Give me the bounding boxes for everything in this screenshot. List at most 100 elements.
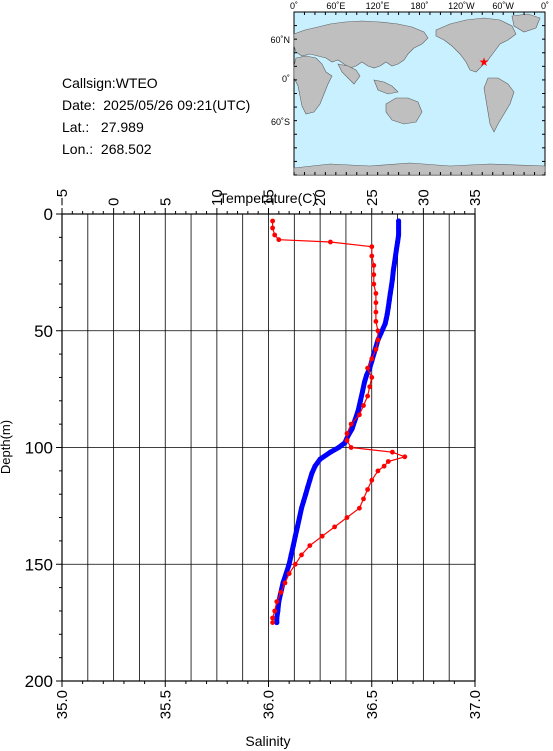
temperature-data-point <box>382 321 388 327</box>
salinity-data-point <box>361 496 366 502</box>
temperature-data-point <box>288 552 294 558</box>
salinity-data-point <box>373 309 379 315</box>
salinity-data-point <box>373 291 379 296</box>
depth-tick-label: 150 <box>25 555 53 574</box>
salinity-data-point <box>299 552 304 558</box>
plot-frame <box>61 213 476 682</box>
se-asia-islands <box>373 79 399 95</box>
callsign-value: WTEO <box>115 75 158 91</box>
ship-position-marker: ★ <box>479 55 490 69</box>
depth-tick-label: 0 <box>44 205 53 224</box>
salinity-data-point <box>348 421 354 427</box>
salinity-data-point <box>371 281 377 287</box>
salinity-data-point <box>270 615 275 621</box>
map-landmasses <box>293 13 546 176</box>
lat-label: Lat.: <box>62 119 90 135</box>
lon-label: Lon.: <box>62 141 94 157</box>
salinity-data-point <box>373 300 379 306</box>
salinity-data-point <box>344 438 350 443</box>
salinity-data-point <box>272 608 278 614</box>
depth-tick-label: 200 <box>25 672 53 691</box>
salinity-data-point <box>402 454 408 460</box>
chart-grid <box>61 213 476 682</box>
salinity-tick-label: 35.5 <box>157 690 174 719</box>
map-frame-ticks <box>293 11 546 176</box>
temperature-data-point <box>336 445 342 450</box>
temperature-data-point <box>396 232 402 238</box>
world-map: 0˚ 60˚E 120˚E 180˚ 120˚W 60˚W 0˚ 60˚N 0˚ 60˚S ★ <box>270 1 549 176</box>
map-top-tick-label: 0˚ <box>290 1 298 11</box>
temperature-data-point <box>395 239 401 245</box>
salinity-data-point <box>369 253 375 259</box>
salinity-data-point <box>328 239 333 245</box>
temperature-data-point <box>349 426 355 432</box>
map-left-tick-label: 0˚ <box>282 74 290 84</box>
temperature-tick-label: 25 <box>364 189 381 206</box>
temperature-data-point <box>307 477 313 483</box>
eurasia-landmass <box>293 20 429 69</box>
temperature-data-point <box>362 379 367 385</box>
lat-value: 27.989 <box>100 119 144 135</box>
info-block: Callsign:WTEO Date: 2025/05/26 09:21(UTC… <box>62 72 250 160</box>
temperature-tick-label: 15 <box>261 189 278 206</box>
temperature-tick-label: 30 <box>415 189 432 206</box>
map-left-tick-label: 60˚N <box>270 35 290 45</box>
callsign-label: Callsign: <box>62 75 116 91</box>
temperature-data-point <box>309 470 315 476</box>
temperature-data-point <box>386 297 392 303</box>
lon-row: Lon.: 268.502 <box>62 138 250 160</box>
salinity-data-point <box>332 524 337 530</box>
salinity-data-point <box>357 505 362 511</box>
salinity-data-point <box>373 319 379 324</box>
india-landmass <box>337 63 361 85</box>
salinity-data-point <box>369 356 375 362</box>
chart-minor-ticks <box>56 208 476 687</box>
map-top-tick-label: 60˚E <box>326 1 345 11</box>
depth-tick-labels: 0 50 100 150 200 <box>25 205 53 691</box>
salinity-data-point <box>282 580 288 586</box>
temperature-data-point <box>317 456 323 462</box>
profile-series <box>270 218 408 626</box>
temperature-data-point <box>380 325 386 331</box>
africa-landmass <box>293 55 333 115</box>
temperature-tick-label: 0 <box>106 198 123 206</box>
salinity-data-point <box>272 232 278 238</box>
salinity-data-point <box>373 347 379 352</box>
temperature-data-point <box>274 620 280 626</box>
salinity-data-point <box>278 589 284 595</box>
temperature-data-point <box>389 276 395 282</box>
temperature-data-point <box>364 372 370 378</box>
temperature-data-point <box>274 615 280 621</box>
date-value: 2025/05/26 09:21(UTC) <box>103 97 251 113</box>
map-top-tick-label: 60˚W <box>492 1 514 11</box>
salinity-data-point <box>365 393 370 399</box>
lat-row: Lat.: 27.989 <box>62 116 250 138</box>
salinity-data-point <box>276 237 282 243</box>
temperature-data-point <box>294 524 300 530</box>
callsign-row: Callsign:WTEO <box>62 72 250 94</box>
temperature-tick-labels: −5 0 5 10 15 20 25 30 35 <box>54 189 484 206</box>
salinity-tick-label: 36.0 <box>261 690 278 719</box>
salinity-data-point <box>319 533 325 539</box>
date-label: Date: <box>62 97 96 113</box>
salinity-data-point <box>365 487 370 492</box>
temperature-tick-label: −5 <box>54 189 71 206</box>
temperature-data-point <box>297 515 302 520</box>
south-america-landmass <box>483 77 515 133</box>
depth-axis-label: Depth(m) <box>0 420 13 474</box>
salinity-data-point <box>385 459 391 464</box>
temperature-data-point <box>299 505 304 511</box>
salinity-data-point <box>361 403 366 408</box>
salinity-data-point <box>286 571 292 576</box>
salinity-data-point <box>390 449 395 455</box>
salinity-data-point <box>344 515 350 520</box>
salinity-tick-label: 37.0 <box>467 690 484 719</box>
temperature-data-point <box>388 283 394 289</box>
temperature-data-point <box>292 533 298 539</box>
salinity-data-point <box>307 543 313 548</box>
salinity-data-point <box>365 365 370 371</box>
temperature-data-point <box>396 218 402 224</box>
salinity-data-point <box>375 328 381 334</box>
temperature-tick-label: 35 <box>467 189 484 206</box>
